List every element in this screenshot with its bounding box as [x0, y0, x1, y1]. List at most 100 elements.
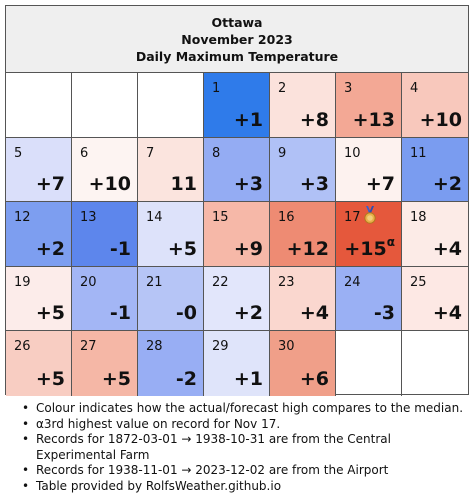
day-cell: 11 +2: [402, 137, 468, 203]
temperature-value: -2: [175, 367, 197, 390]
temperature-value: -1: [109, 302, 131, 325]
temperature-value: +4: [432, 302, 462, 325]
day-number: 16: [278, 210, 295, 226]
day-number: 30: [278, 339, 295, 355]
day-cell: 30 +6: [270, 331, 336, 396]
day-cell: 9 +3: [270, 137, 336, 203]
day-number: 26: [14, 339, 31, 355]
month-title: November 2023: [181, 31, 293, 47]
day-number: 4: [410, 81, 419, 96]
day-number: 28: [146, 339, 163, 355]
day-cell: 14 +5: [138, 202, 204, 267]
day-cell: 13 -1: [72, 202, 138, 267]
empty-cell: [6, 73, 72, 138]
city-title: Ottawa: [211, 14, 263, 30]
temperature-value: +7: [365, 173, 395, 196]
day-cell: 29 +1: [204, 331, 270, 396]
table-header: Ottawa November 2023 Daily Maximum Tempe…: [6, 6, 468, 73]
day-cell: 18 +4: [402, 202, 468, 267]
day-cell: 19 +5: [6, 266, 72, 332]
day-number: 10: [344, 145, 361, 161]
day-cell: 4 +10: [402, 73, 468, 138]
note-item: Records for 1938-11-01 → 2023-12-02 are …: [22, 463, 474, 479]
day-number: 29: [212, 339, 229, 355]
day-number: 8: [212, 145, 221, 161]
day-cell: 26 +5: [6, 331, 72, 396]
day-cell: 23 +4: [270, 266, 336, 332]
day-cell: 16 +12: [270, 202, 336, 267]
temperature-value: +1: [233, 108, 263, 131]
day-number: 11: [410, 145, 427, 161]
day-number: 1: [212, 81, 221, 96]
day-number: 15: [212, 210, 229, 226]
day-number: 5: [14, 145, 23, 161]
temperature-value: 11: [170, 173, 197, 196]
day-cell: 25 +4: [402, 266, 468, 332]
temperature-value: +5: [167, 237, 197, 260]
empty-cell: [72, 73, 138, 138]
temperature-value: +10: [88, 173, 131, 196]
record-note-marker: α: [386, 234, 395, 249]
day-number: 24: [344, 274, 361, 290]
day-cell: 12 +2: [6, 202, 72, 267]
temperature-value: +3: [233, 173, 263, 196]
day-cell: 1 +1: [204, 73, 270, 138]
temperature-value: +4: [432, 237, 462, 260]
day-cell: 6 +10: [72, 137, 138, 203]
day-cell: 27 +5: [72, 331, 138, 396]
bronze-medal-icon: [364, 206, 376, 224]
temperature-value: +6: [299, 367, 329, 390]
day-cell: 21 -0: [138, 266, 204, 332]
empty-cell: [138, 73, 204, 138]
day-number: 27: [80, 339, 97, 355]
day-cell: 24 -3: [336, 266, 402, 332]
day-number: 13: [80, 210, 97, 226]
day-cell: 22 +2: [204, 266, 270, 332]
empty-cell: [336, 331, 402, 396]
day-cell: 5 +7: [6, 137, 72, 203]
calendar-grid: 1 +1 2 +8 3 +13 4 +10 5 +7 6 +10 7 11 8 +3 9 +3 10 +7 11 +2 12…: [6, 73, 468, 396]
temperature-value: +5: [101, 367, 131, 390]
day-cell: 8 +3: [204, 137, 270, 203]
day-cell: 10 +7: [336, 137, 402, 203]
calendar-table: Ottawa November 2023 Daily Maximum Tempe…: [5, 5, 469, 396]
temperature-value: +8: [299, 108, 329, 131]
temperature-value: +3: [299, 173, 329, 196]
temperature-value: -0: [175, 302, 197, 325]
temperature-value: +13: [352, 108, 395, 131]
notes-list: Colour indicates how the actual/forecast…: [22, 401, 474, 495]
day-number: 6: [80, 145, 89, 161]
day-number: 14: [146, 210, 163, 226]
note-item: Records for 1872-03-01 → 1938-10-31 are …: [22, 432, 474, 463]
note-item: α3rd highest value on record for Nov 17.: [22, 417, 474, 433]
day-number: 20: [80, 274, 97, 290]
day-cell: 28 -2: [138, 331, 204, 396]
day-number: 12: [14, 210, 31, 226]
day-cell: 15 +9: [204, 202, 270, 267]
temperature-value: +4: [299, 302, 329, 325]
day-cell: 20 -1: [72, 266, 138, 332]
temperature-value: -3: [373, 302, 395, 325]
day-cell: 17 +15α: [336, 202, 402, 267]
table-subtitle: Daily Maximum Temperature: [135, 48, 339, 64]
day-number: 19: [14, 274, 31, 290]
day-number: 3: [344, 81, 353, 96]
temperature-value: +15α: [344, 234, 395, 260]
day-cell: 3 +13: [336, 73, 402, 138]
day-number: 18: [410, 210, 427, 226]
day-number: 2: [278, 81, 287, 96]
temperature-value: +12: [286, 237, 329, 260]
temperature-value: +2: [233, 302, 263, 325]
temperature-value: +7: [35, 173, 65, 196]
day-number: 9: [278, 145, 287, 161]
temperature-value: +2: [35, 237, 65, 260]
day-number: 23: [278, 274, 295, 290]
day-number: 22: [212, 274, 229, 290]
day-number: 7: [146, 145, 155, 161]
day-number: 25: [410, 274, 427, 290]
day-cell: 2 +8: [270, 73, 336, 138]
note-item: Colour indicates how the actual/forecast…: [22, 401, 474, 417]
temperature-value: +2: [432, 173, 462, 196]
day-number: 17: [344, 210, 361, 226]
day-number: 21: [146, 274, 163, 290]
